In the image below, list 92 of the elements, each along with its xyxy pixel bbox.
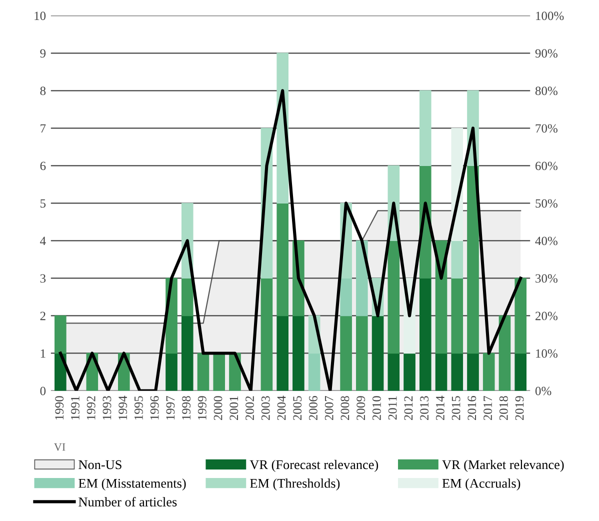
x-tick-label: 2015 [452,396,460,420]
x-tick-label: 2011 [388,396,397,420]
legend-label: VR (Market relevance) [442,460,564,472]
y2-tick-label: 80% [535,86,558,96]
x-tick-label: 2001 [230,396,238,420]
bar [404,352,416,391]
bar [419,90,432,166]
y-tick-label: 5 [40,199,46,208]
bar [451,278,464,354]
line-series [58,89,522,391]
x-tick-label: 2002 [246,396,254,420]
bar [388,352,400,391]
x-tick-label: 1998 [182,396,191,420]
x-tick-label: 2009 [356,396,366,420]
legend-label: VR (Forecast relevance) [250,460,378,472]
y2-tick-label: 20% [536,312,558,320]
bar [388,240,400,354]
x-tick-label: 1990 [55,396,64,420]
y2-tick-label: 40% [535,236,558,246]
bar [308,352,320,391]
x-tick-label: 1994 [118,396,128,420]
y-tick-label: 1 [40,349,46,358]
bar [276,202,288,316]
x-tick-label: 2000 [214,396,222,420]
y-tick-label: 0 [40,386,46,396]
bar [435,352,448,391]
y-tick-label: 2 [40,312,46,320]
x-tick-label: 2017 [484,396,492,420]
legend-label: EM (Accruals) [442,478,520,490]
x-tick-label: 2008 [340,396,350,420]
bar [356,315,368,391]
y2-tick-label: 0% [535,386,552,396]
x-tick-label: 1992 [86,396,96,420]
x-tick-label: 2007 [324,396,334,420]
bar [372,315,384,391]
bar [340,278,352,316]
legend-label: EM (Misstatements) [78,478,186,490]
legend-label: EM (Thresholds) [250,478,340,490]
bar [181,315,194,391]
x-tick-label: 2012 [404,396,413,420]
x-tick-label: 2019 [515,396,524,420]
x-tick-label: 1997 [166,396,175,420]
legend-label: Non-US [78,460,122,470]
bar [498,315,511,391]
bar [467,165,479,354]
bar [276,315,288,391]
y2-tick-label: 100% [536,12,564,20]
x-tick-label: 1993 [102,396,112,420]
bar [213,352,226,391]
bar [340,315,352,391]
y-tick-label: 8 [40,86,46,96]
bar [451,240,464,279]
y2-tick-label: 70% [536,124,558,133]
x-tick-label: 2006 [309,396,318,420]
bar [356,240,368,316]
text: VI [54,443,66,451]
y-tick-label: 10 [34,12,46,20]
bar [482,352,495,391]
x-tick-label: 2005 [293,396,302,420]
x-tick-label: 1996 [150,396,159,420]
bar [451,352,464,391]
y-tick-label: 4 [40,236,46,246]
y2-tick-label: 50% [536,199,558,208]
x-tick-label: 1995 [134,396,143,420]
y-tick-label: 6 [40,162,46,170]
y-tick-label: 7 [40,124,46,133]
bar [419,278,432,391]
x-tick-label: 1999 [198,396,206,420]
legend-label: Number of articles [78,497,177,506]
x-tick-label: 2010 [372,396,381,420]
bar [181,278,194,316]
x-tick-label: 2016 [468,396,476,420]
x-tick-label: 2018 [499,396,508,420]
y2-tick-label: 10% [536,349,558,358]
bar [54,315,66,354]
bar [260,278,273,391]
y2-tick-label: 60% [536,162,558,170]
bar [292,315,304,391]
x-tick-label: 1991 [71,396,80,420]
x-tick-label: 2013 [420,396,429,420]
y-tick-label: 3 [40,274,46,283]
bar [514,352,526,391]
x-tick-label: 2003 [261,396,270,420]
x-tick-label: 2014 [436,396,444,420]
x-tick-label: 2004 [277,396,286,420]
y2-tick-label: 30% [536,274,558,283]
y2-tick-label: 90% [535,49,558,58]
y-tick-label: 9 [40,49,46,58]
bar [197,352,210,391]
bar [166,352,178,391]
bar [514,278,526,354]
bar [467,352,479,391]
